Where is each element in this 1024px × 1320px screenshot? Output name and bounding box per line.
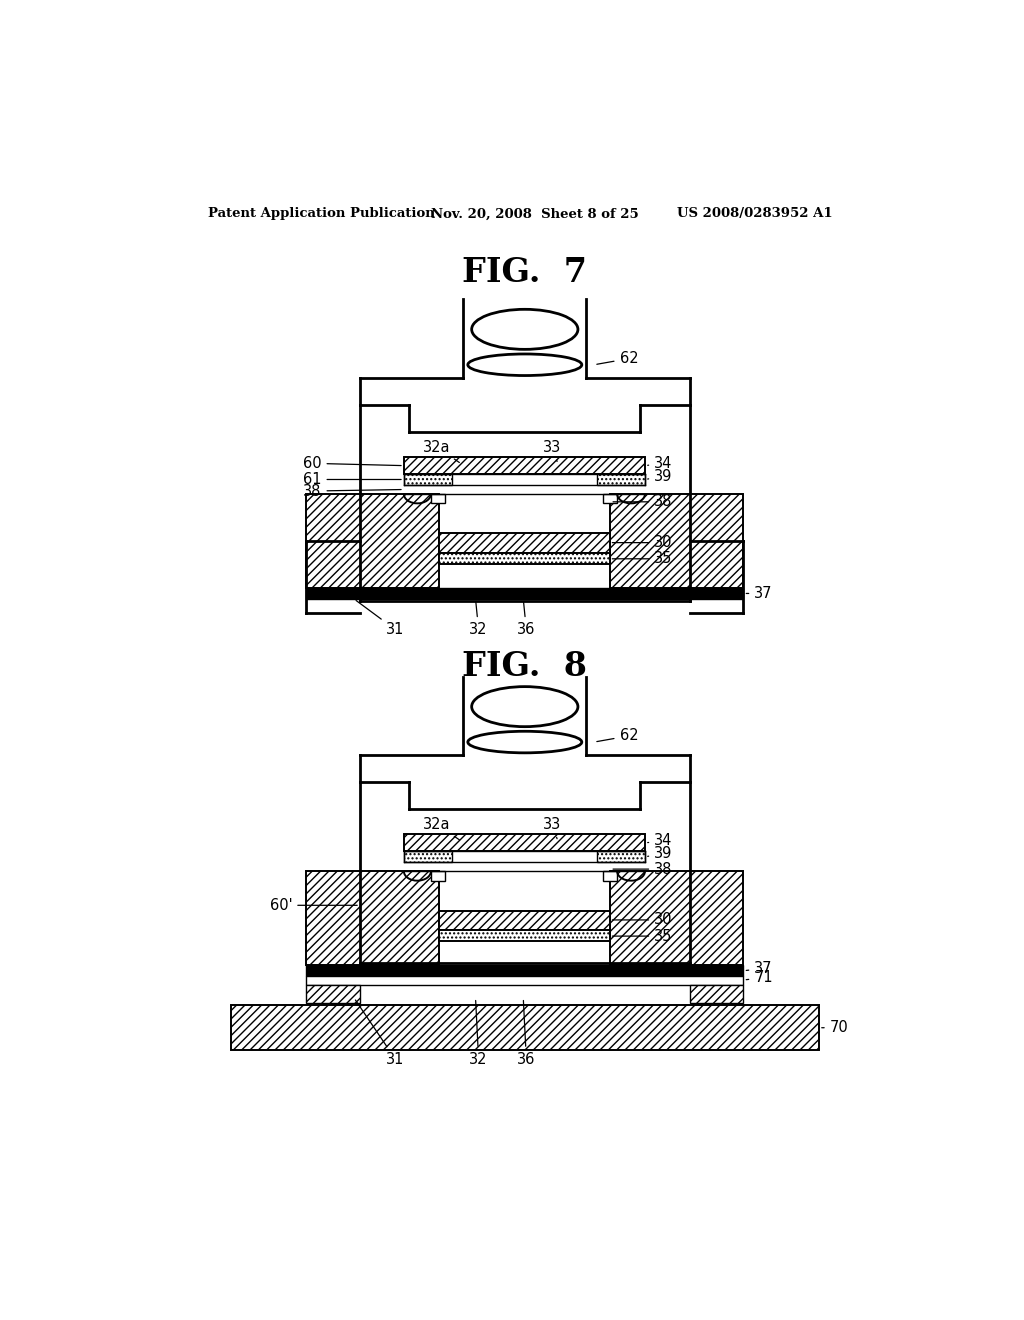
- Bar: [597, 474, 645, 484]
- Bar: [603, 871, 617, 880]
- Text: 32: 32: [469, 602, 487, 638]
- Text: FIG.  7: FIG. 7: [462, 256, 588, 289]
- Bar: [306, 494, 438, 589]
- Bar: [438, 929, 609, 941]
- Text: 38: 38: [613, 494, 673, 510]
- Bar: [689, 985, 743, 1003]
- Text: 37: 37: [746, 586, 773, 601]
- Text: 36: 36: [517, 602, 536, 638]
- Text: 32: 32: [469, 1001, 487, 1067]
- Bar: [306, 871, 438, 965]
- Bar: [597, 851, 645, 862]
- Text: Patent Application Publication: Patent Application Publication: [208, 207, 434, 220]
- Text: 38: 38: [613, 862, 673, 876]
- Bar: [431, 494, 444, 503]
- Text: 39: 39: [647, 846, 673, 861]
- Text: 35: 35: [612, 928, 673, 944]
- Text: 62: 62: [597, 729, 638, 743]
- Bar: [403, 834, 645, 851]
- Ellipse shape: [472, 309, 578, 350]
- Bar: [403, 851, 452, 862]
- Bar: [306, 965, 743, 977]
- Text: 33: 33: [544, 817, 561, 838]
- Text: 39: 39: [647, 469, 673, 484]
- Bar: [438, 553, 609, 564]
- Text: 36: 36: [517, 1001, 536, 1067]
- Text: 35: 35: [612, 552, 673, 566]
- Bar: [230, 1006, 819, 1051]
- Text: 60': 60': [269, 898, 357, 913]
- Bar: [306, 977, 743, 985]
- Text: 38: 38: [303, 483, 401, 499]
- Bar: [431, 871, 444, 880]
- Bar: [603, 494, 617, 503]
- Text: 60: 60: [303, 455, 401, 471]
- Bar: [610, 871, 743, 965]
- Text: 31: 31: [356, 601, 404, 638]
- Text: Nov. 20, 2008  Sheet 8 of 25: Nov. 20, 2008 Sheet 8 of 25: [431, 207, 639, 220]
- Bar: [438, 533, 609, 553]
- Text: FIG.  8: FIG. 8: [462, 651, 588, 684]
- Text: 70: 70: [821, 1020, 849, 1035]
- Text: 61: 61: [303, 473, 401, 487]
- Bar: [438, 911, 609, 929]
- Bar: [610, 494, 743, 589]
- Text: US 2008/0283952 A1: US 2008/0283952 A1: [677, 207, 833, 220]
- Bar: [403, 457, 645, 474]
- Text: 30: 30: [612, 535, 673, 550]
- Bar: [306, 589, 743, 599]
- Ellipse shape: [468, 354, 582, 376]
- Ellipse shape: [472, 686, 578, 726]
- Text: 31: 31: [355, 1001, 404, 1067]
- Text: 30: 30: [612, 912, 673, 928]
- Text: 71: 71: [746, 970, 773, 985]
- Text: 37: 37: [746, 961, 773, 975]
- Text: 32a: 32a: [423, 440, 460, 462]
- Text: 62: 62: [597, 351, 638, 366]
- Ellipse shape: [468, 731, 582, 752]
- Text: 33: 33: [544, 440, 561, 462]
- Text: 32a: 32a: [423, 817, 460, 840]
- Bar: [403, 474, 452, 484]
- Text: 34: 34: [647, 455, 673, 471]
- Bar: [306, 985, 360, 1003]
- Text: 34: 34: [647, 833, 673, 849]
